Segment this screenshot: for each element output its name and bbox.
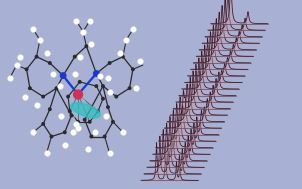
Point bbox=[106, 76, 111, 79]
Point bbox=[63, 131, 67, 134]
Point bbox=[76, 93, 80, 96]
Point bbox=[76, 127, 80, 130]
Point bbox=[34, 55, 39, 58]
Point bbox=[67, 110, 72, 113]
Point bbox=[72, 55, 77, 58]
Point bbox=[23, 95, 27, 98]
Point bbox=[106, 106, 111, 109]
Point bbox=[107, 61, 112, 64]
Point bbox=[31, 131, 36, 134]
Point bbox=[130, 28, 135, 31]
Point bbox=[8, 76, 12, 79]
Point bbox=[124, 38, 129, 41]
Point bbox=[74, 122, 79, 125]
Point bbox=[84, 45, 89, 48]
Point bbox=[81, 30, 85, 33]
Point bbox=[44, 152, 49, 155]
Point bbox=[101, 85, 105, 88]
Point bbox=[104, 114, 109, 117]
Point bbox=[95, 110, 100, 113]
Point bbox=[94, 85, 99, 88]
Point bbox=[57, 85, 62, 88]
Point bbox=[130, 68, 135, 71]
Point bbox=[89, 135, 94, 138]
Point bbox=[66, 95, 71, 98]
Point bbox=[76, 120, 80, 123]
Point bbox=[41, 122, 46, 125]
Point bbox=[63, 143, 67, 146]
Point bbox=[31, 28, 36, 31]
Point bbox=[47, 61, 52, 64]
Point bbox=[54, 87, 59, 90]
Point bbox=[102, 135, 107, 138]
Point bbox=[77, 55, 82, 58]
Point bbox=[89, 43, 94, 46]
Point bbox=[47, 108, 52, 111]
Point bbox=[111, 120, 115, 123]
Point bbox=[74, 19, 79, 22]
Point bbox=[49, 135, 54, 138]
Point bbox=[27, 87, 32, 90]
Point bbox=[41, 95, 46, 98]
Point bbox=[51, 72, 56, 75]
Point bbox=[101, 97, 105, 100]
Ellipse shape bbox=[71, 103, 100, 118]
Point bbox=[117, 51, 122, 54]
Point bbox=[24, 68, 29, 71]
Point bbox=[82, 118, 87, 121]
Point bbox=[127, 87, 132, 90]
Point bbox=[77, 80, 82, 83]
Point bbox=[87, 19, 92, 22]
Point bbox=[120, 55, 125, 58]
Point bbox=[107, 152, 112, 155]
Point bbox=[44, 51, 49, 54]
Point bbox=[18, 55, 22, 58]
Point bbox=[14, 64, 19, 67]
Point bbox=[94, 72, 99, 75]
Point bbox=[137, 59, 142, 62]
Point bbox=[59, 114, 64, 117]
Point bbox=[69, 114, 74, 117]
Point bbox=[34, 104, 39, 107]
Point bbox=[92, 131, 97, 134]
Point bbox=[61, 74, 66, 77]
Point bbox=[134, 87, 139, 90]
Point bbox=[114, 95, 119, 98]
Point bbox=[97, 74, 102, 77]
Point bbox=[120, 131, 125, 134]
Point bbox=[87, 120, 92, 123]
Point bbox=[71, 131, 76, 134]
Point bbox=[72, 72, 77, 75]
Point bbox=[107, 91, 112, 94]
Point bbox=[86, 148, 91, 151]
Point bbox=[37, 38, 42, 41]
